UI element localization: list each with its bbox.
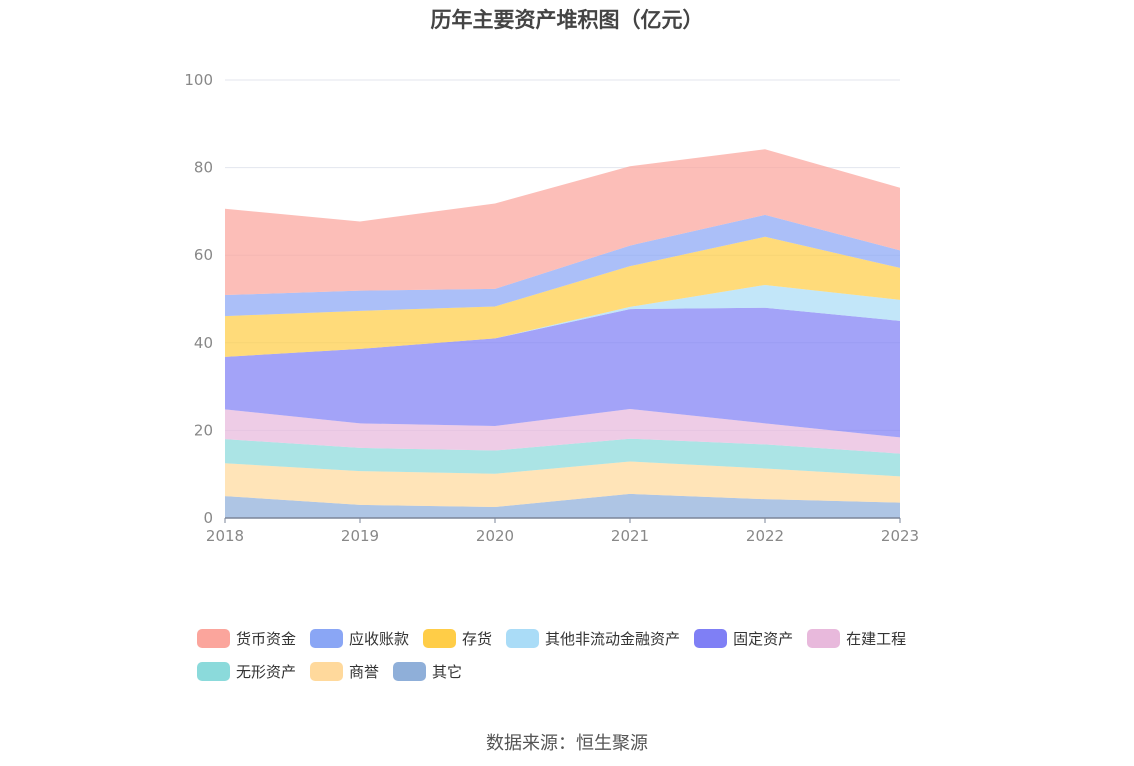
legend-item[interactable]: 其它 [393, 661, 462, 682]
area-series [225, 438, 900, 477]
legend-label: 在建工程 [846, 630, 907, 648]
x-tick-label: 2019 [341, 527, 379, 545]
area-series [225, 461, 900, 508]
area-series [225, 284, 900, 357]
y-tick-label: 80 [194, 159, 213, 177]
x-tick-label: 2018 [206, 527, 244, 545]
legend-label: 固定资产 [733, 630, 794, 648]
legend-swatch [423, 629, 457, 648]
area-series [225, 307, 900, 438]
chart-title: 历年主要资产堆积图（亿元） [430, 8, 704, 32]
area-series [225, 493, 900, 518]
legend-item[interactable]: 应收账款 [310, 628, 409, 649]
data-source: 数据来源：恒生聚源 [486, 733, 648, 754]
legend-label: 其它 [432, 663, 463, 681]
legend-swatch [310, 662, 344, 681]
y-tick-label: 40 [194, 334, 213, 352]
legend-item[interactable]: 无形资产 [197, 661, 296, 682]
legend-item[interactable]: 固定资产 [694, 628, 793, 649]
x-tick-label: 2023 [881, 527, 919, 545]
x-tick-label: 2021 [611, 527, 649, 545]
legend-row: 货币资金 应收账款 存货 其他非流动金融资产 固定资产 在建工程 [197, 628, 957, 649]
legend-swatch [197, 662, 230, 681]
y-tick-label: 0 [203, 509, 213, 527]
y-tick-label: 20 [194, 421, 213, 439]
area-series [225, 236, 900, 357]
legend-item[interactable]: 其他非流动金融资产 [506, 628, 680, 649]
legend-label: 无形资产 [236, 663, 297, 681]
area-series [225, 408, 900, 454]
legend-item[interactable]: 货币资金 [197, 628, 296, 649]
x-tick-label: 2022 [746, 527, 784, 545]
legend-label: 货币资金 [236, 630, 297, 648]
stacked-area-chart: 0 20 40 60 80 100 2018 2019 2020 2021 2022 2023 [184, 71, 919, 545]
legend-label: 应收账款 [349, 630, 410, 648]
legend-swatch [197, 629, 230, 648]
legend-row: 无形资产 商誉 其它 [197, 661, 957, 682]
legend-item[interactable]: 在建工程 [807, 628, 906, 649]
area-series [225, 214, 900, 317]
chart-legend: 货币资金 应收账款 存货 其他非流动金融资产 固定资产 在建工程无形资产 商誉 其它 [197, 628, 957, 694]
x-tick-label: 2020 [476, 527, 514, 545]
legend-swatch [310, 629, 344, 648]
y-tick-label: 60 [194, 246, 213, 264]
legend-swatch [807, 629, 841, 648]
legend-label: 商誉 [349, 663, 380, 681]
y-tick-label: 100 [184, 71, 213, 89]
legend-swatch [393, 662, 427, 681]
legend-item[interactable]: 商誉 [310, 661, 379, 682]
legend-label: 存货 [462, 630, 493, 648]
legend-swatch [506, 629, 540, 648]
legend-swatch [694, 629, 728, 648]
legend-label: 其他非流动金融资产 [545, 630, 681, 648]
area-series [225, 149, 900, 296]
legend-item[interactable]: 存货 [423, 628, 492, 649]
